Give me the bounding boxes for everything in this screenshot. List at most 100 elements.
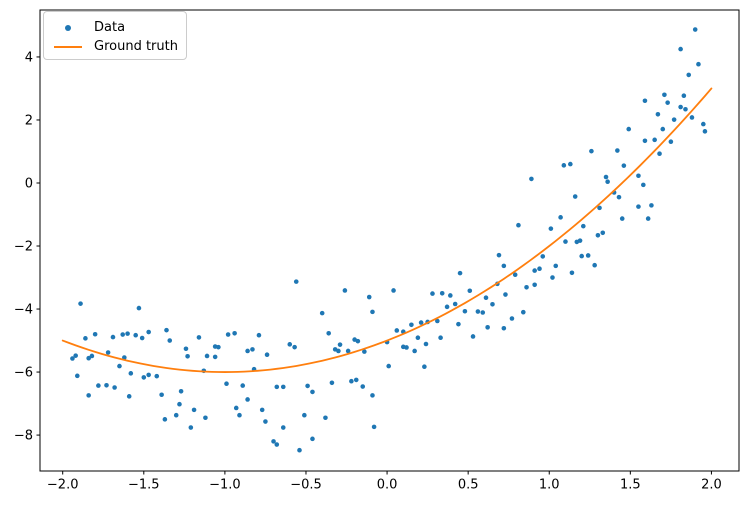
scatter-point — [280, 384, 286, 390]
scatter-point — [581, 223, 586, 229]
scatter-point — [353, 377, 359, 383]
scatter-point — [483, 295, 489, 300]
scatter-point — [83, 336, 88, 341]
scatter-point — [167, 338, 173, 343]
scatter-point — [501, 325, 507, 331]
scatter-point — [319, 310, 325, 316]
scatter-point — [572, 194, 578, 199]
scatter-point — [568, 161, 573, 167]
scatter-point — [501, 263, 507, 269]
legend-item-ground-truth: Ground truth — [54, 37, 186, 56]
scatter-point — [204, 353, 210, 359]
scatter-point — [595, 233, 601, 238]
scatter-point — [75, 373, 80, 379]
axes-frame — [39, 9, 740, 472]
x-tick-label: 0.5 — [458, 478, 479, 493]
scatter-point — [73, 353, 78, 358]
scatter-point — [185, 354, 190, 359]
scatter-point — [386, 363, 391, 369]
scatter-point — [342, 288, 348, 293]
scatter-point — [191, 407, 197, 413]
scatter-point — [89, 353, 95, 359]
scatter-point — [337, 342, 343, 347]
scatter-point — [597, 205, 602, 211]
scatter-point — [553, 263, 559, 269]
y-tick-label: 4 — [25, 50, 33, 65]
scatter-point — [439, 290, 445, 296]
scatter-point — [110, 334, 116, 340]
y-tick-label: −6 — [14, 366, 33, 381]
scatter-point — [122, 355, 127, 360]
legend-item-data: Data — [54, 18, 186, 37]
scatter-point — [336, 348, 341, 354]
scatter-point — [692, 27, 698, 32]
scatter-point — [349, 378, 354, 384]
scatter-point — [655, 112, 661, 117]
x-tick-label: −1.0 — [209, 478, 241, 493]
x-tick-label: −2.0 — [47, 478, 79, 493]
scatter-point — [159, 392, 164, 398]
scatter-point — [133, 332, 138, 338]
scatter-point — [105, 350, 111, 355]
scatter-point — [310, 436, 315, 442]
scatter-point — [128, 371, 134, 376]
scatter-point — [274, 442, 280, 447]
scatter-point — [345, 348, 351, 354]
scatter-point — [642, 98, 648, 104]
scatter-point — [371, 424, 377, 430]
scatter-point — [136, 305, 142, 311]
scatter-point — [271, 439, 276, 444]
scatter-point — [256, 332, 262, 338]
scatter-point — [225, 332, 231, 337]
scatter-point — [177, 401, 182, 407]
scatter-point — [668, 139, 674, 145]
scatter-point — [418, 320, 424, 325]
scatter-point — [422, 364, 427, 369]
scatter-point — [657, 151, 662, 156]
scatter-point — [496, 252, 502, 258]
scatter-point — [259, 407, 265, 413]
scatter-point — [475, 309, 481, 314]
scatter-point — [616, 194, 622, 200]
scatter-point — [470, 334, 476, 339]
scatter-point — [250, 347, 255, 352]
scatter-point — [233, 405, 239, 411]
scatter-point — [126, 394, 132, 399]
scatter-point — [188, 425, 194, 430]
scatter-point — [636, 173, 641, 179]
scatter-point — [462, 308, 468, 314]
scatter-point — [240, 383, 246, 388]
legend-marker — [54, 24, 82, 31]
scatter-point — [430, 291, 435, 296]
scatter-point — [662, 92, 667, 98]
scatter-point — [605, 179, 610, 185]
legend-item-label: Ground truth — [94, 39, 178, 54]
scatter-point — [671, 117, 677, 122]
scatter-point — [302, 412, 307, 418]
scatter-point — [366, 294, 372, 300]
scatter-point — [329, 380, 335, 386]
y-tick-label: −2 — [14, 240, 33, 255]
legend-marker — [54, 45, 82, 48]
scatter-point — [696, 61, 701, 67]
scatter-point — [117, 363, 122, 369]
scatter-point — [183, 346, 189, 352]
scatter-point — [701, 121, 706, 127]
scatter-point — [139, 335, 145, 341]
scatter-point — [467, 288, 473, 294]
scatter-point — [577, 238, 583, 243]
scatter-point — [537, 266, 542, 272]
scatter-point — [563, 239, 568, 244]
scatter-point — [146, 329, 151, 335]
scatter-point — [558, 215, 563, 220]
scatter-point — [600, 230, 606, 236]
scatter-point — [274, 384, 280, 390]
x-tick-label: 1.0 — [539, 478, 560, 493]
scatter-point — [409, 322, 414, 328]
scatter-point — [391, 288, 396, 293]
scatter-point — [310, 389, 315, 395]
scatter-point — [520, 309, 526, 315]
scatter-point — [280, 425, 286, 430]
